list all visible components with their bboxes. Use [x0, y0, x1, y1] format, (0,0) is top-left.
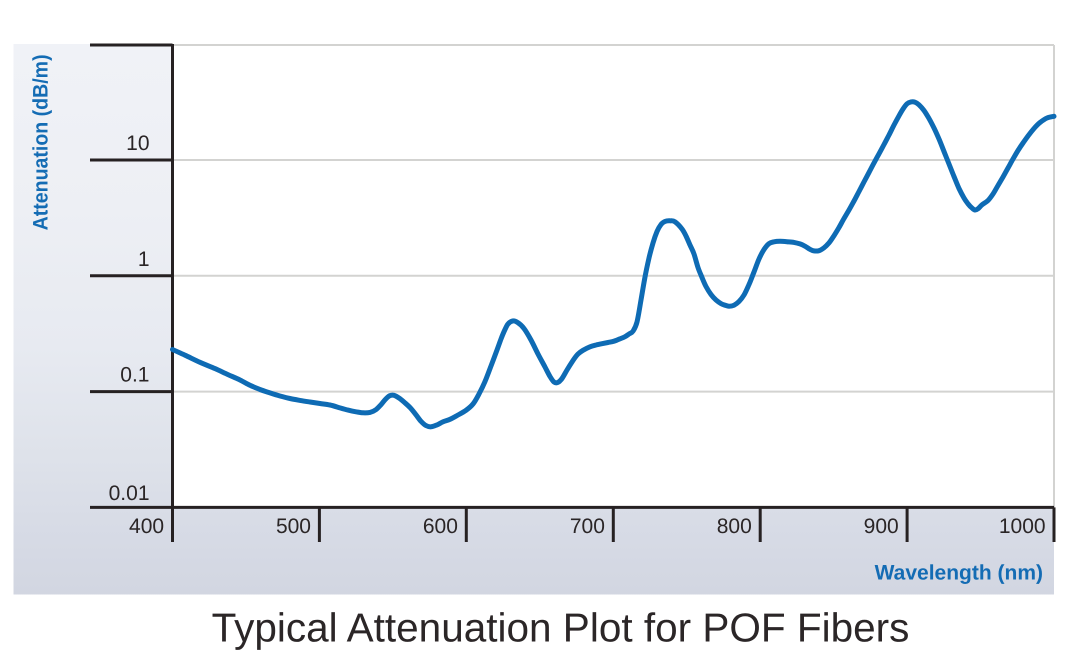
svg-text:700: 700: [570, 515, 605, 538]
svg-text:500: 500: [276, 515, 311, 538]
svg-text:1: 1: [138, 248, 150, 271]
svg-text:600: 600: [423, 515, 458, 538]
svg-text:400: 400: [129, 515, 164, 538]
svg-text:800: 800: [717, 515, 752, 538]
svg-text:0.01: 0.01: [109, 482, 150, 505]
svg-text:0.1: 0.1: [120, 364, 149, 387]
svg-text:900: 900: [864, 515, 899, 538]
svg-text:10: 10: [126, 132, 149, 155]
svg-text:Wavelength (nm): Wavelength (nm): [875, 562, 1043, 585]
svg-text:1000: 1000: [999, 515, 1046, 538]
svg-text:Attenuation (dB/m): Attenuation (dB/m): [30, 54, 53, 230]
svg-text:Typical Attenuation Plot for P: Typical Attenuation Plot for POF Fibers: [212, 605, 910, 651]
